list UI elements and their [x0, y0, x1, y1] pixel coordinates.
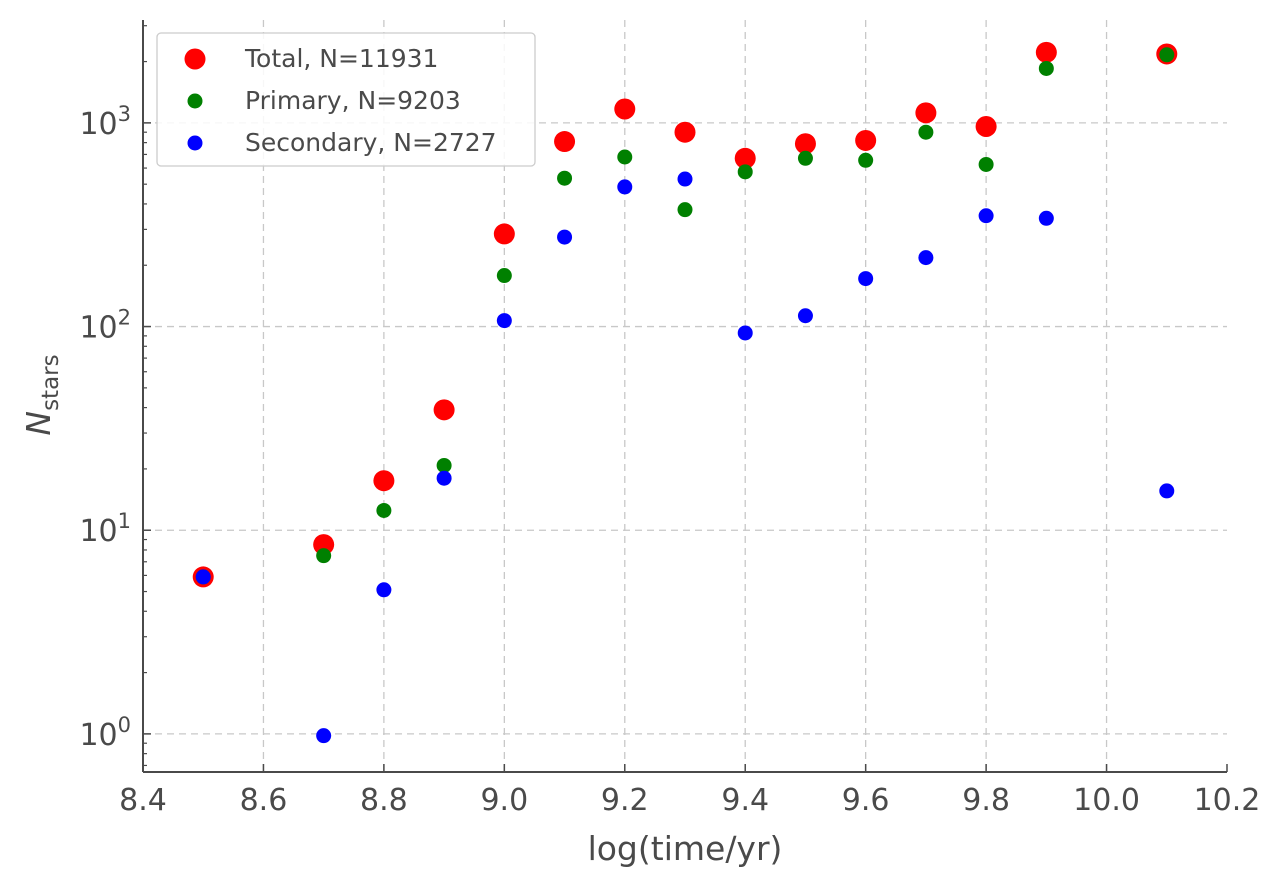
x-tick-label: 8.8: [360, 783, 408, 818]
data-point-series-3: [496, 313, 512, 329]
x-tick-label: 8.6: [240, 783, 288, 818]
y-axis-label: Nstars: [19, 354, 64, 435]
legend-marker: [187, 93, 203, 109]
y-axis-label-main: N: [19, 411, 58, 436]
data-point-series-3: [557, 229, 573, 245]
legend-marker: [187, 135, 203, 151]
data-point-series-1: [855, 129, 877, 151]
data-point-series-1: [373, 470, 395, 492]
y-tick-label: 101: [79, 509, 131, 549]
x-tick-label: 9.6: [842, 783, 890, 818]
data-point-series-1: [313, 534, 335, 556]
data-point-series-2: [978, 156, 994, 172]
data-point-series-2: [496, 268, 512, 284]
legend-box: [156, 32, 536, 167]
x-tick-label: 8.4: [119, 783, 167, 818]
y-tick-label: 102: [79, 306, 131, 346]
y-tick-exponent: 3: [118, 102, 131, 126]
data-point-series-3: [677, 171, 693, 187]
x-tick-label: 9.2: [601, 783, 649, 818]
data-point-series-1: [734, 147, 756, 169]
x-tick-label: 9.4: [721, 783, 769, 818]
data-point-series-1: [975, 115, 997, 137]
x-tick-label: 10.0: [1073, 783, 1140, 818]
y-tick-base: 10: [79, 311, 117, 346]
legend: Total, N=11931 Primary, N=9203 Secondary, …: [156, 32, 536, 167]
data-point-series-1: [1035, 41, 1057, 63]
data-point-series-2: [1159, 47, 1175, 63]
data-point-series-2: [918, 124, 934, 140]
data-point-series-1: [915, 102, 937, 124]
data-point-series-1: [794, 133, 816, 155]
data-point-series-2: [557, 170, 573, 186]
x-tick-label: 9.0: [480, 783, 528, 818]
data-point-series-2: [376, 502, 392, 518]
data-point-series-2: [797, 150, 813, 166]
y-tick-exponent: 1: [118, 509, 131, 533]
legend-entries: Total, N=11931 Primary, N=9203 Secondary, …: [184, 44, 497, 157]
data-point-series-3: [858, 271, 874, 287]
data-point-series-3: [316, 728, 332, 744]
data-point-series-3: [797, 308, 813, 324]
data-point-series-2: [436, 457, 452, 473]
data-point-series-2: [617, 149, 633, 165]
data-point-series-1: [433, 399, 455, 421]
data-point-series-3: [1038, 210, 1054, 226]
data-point-series-3: [737, 325, 753, 341]
y-tick-label: 100: [79, 713, 131, 753]
data-point-series-3: [195, 569, 211, 585]
y-tick-base: 10: [79, 107, 117, 142]
data-point-series-2: [677, 202, 693, 218]
data-point-series-1: [614, 98, 636, 120]
tick-labels: 8.4 8.6 8.8 9.0 9.2 9.4 9.6 9.8 10.0 10.210010110…: [79, 102, 1260, 818]
data-point-series-3: [436, 470, 452, 486]
data-point-series-1: [554, 131, 576, 153]
data-point-series-2: [316, 548, 332, 564]
y-tick-exponent: 0: [118, 713, 131, 737]
data-point-series-2: [1038, 60, 1054, 76]
data-point-series-3: [617, 179, 633, 195]
data-point-series-3: [376, 582, 392, 598]
data-points: [192, 41, 1178, 744]
legend-marker: [184, 48, 206, 70]
data-point-series-1: [493, 223, 515, 245]
legend-label: Secondary, N=2727: [245, 128, 497, 157]
legend-label: Total, N=11931: [244, 44, 438, 73]
y-axis-label-subscript: stars: [38, 354, 64, 411]
x-axis-label: log(time/yr): [588, 829, 783, 868]
y-tick-label: 103: [79, 102, 131, 142]
data-point-series-3: [918, 250, 934, 266]
y-tick-base: 10: [79, 514, 117, 549]
legend-label: Primary, N=9203: [245, 86, 461, 115]
data-point-series-3: [1159, 483, 1175, 499]
y-tick-exponent: 2: [118, 306, 131, 330]
data-point-series-2: [858, 152, 874, 168]
x-tick-label: 10.2: [1194, 783, 1261, 818]
axes: [142, 20, 1228, 773]
data-point-series-2: [737, 164, 753, 180]
x-tick-label: 9.8: [962, 783, 1010, 818]
data-point-series-3: [978, 208, 994, 224]
y-tick-base: 10: [79, 718, 117, 753]
data-point-series-1: [674, 121, 696, 143]
